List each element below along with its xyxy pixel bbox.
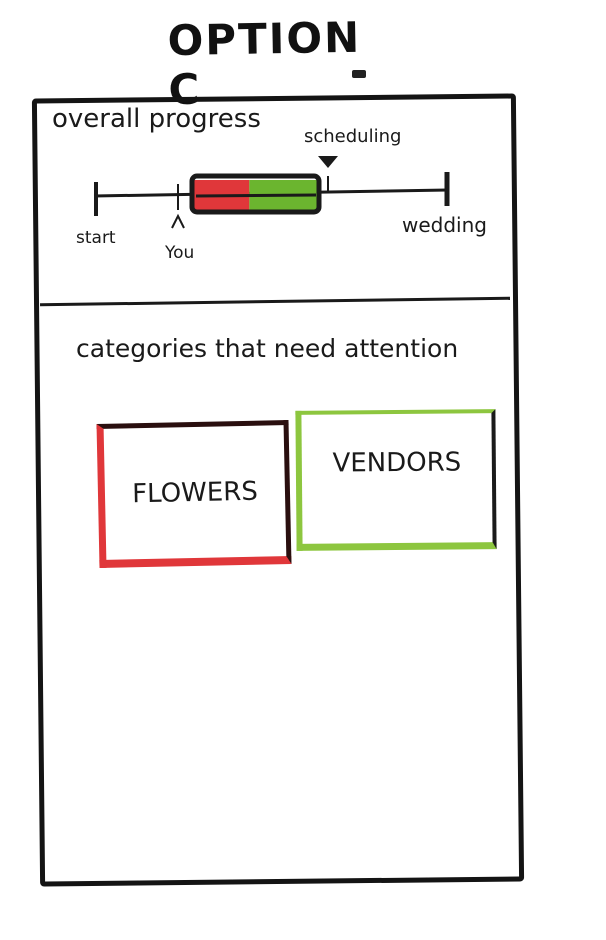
scheduling-marker-icon	[318, 156, 338, 168]
overall-progress-label: overall progress	[52, 104, 261, 134]
you-marker-label: You	[165, 243, 195, 263]
progress-midline	[195, 193, 317, 198]
category-card-vendors[interactable]: VENDORS	[295, 409, 497, 551]
wedding-marker-label: wedding	[402, 213, 487, 237]
progress-box-outline	[189, 173, 322, 215]
start-marker-label: start	[76, 228, 116, 248]
category-card-label: VENDORS	[332, 446, 462, 479]
attention-section-label: categories that need attention	[76, 334, 459, 363]
phone-notch	[352, 70, 366, 78]
you-arrow-icon	[171, 213, 185, 229]
category-card-label: FLOWERS	[131, 476, 259, 509]
category-card-flowers[interactable]: FLOWERS	[96, 420, 292, 568]
progress-timeline	[93, 156, 450, 229]
scheduling-marker-label: scheduling	[304, 126, 402, 147]
